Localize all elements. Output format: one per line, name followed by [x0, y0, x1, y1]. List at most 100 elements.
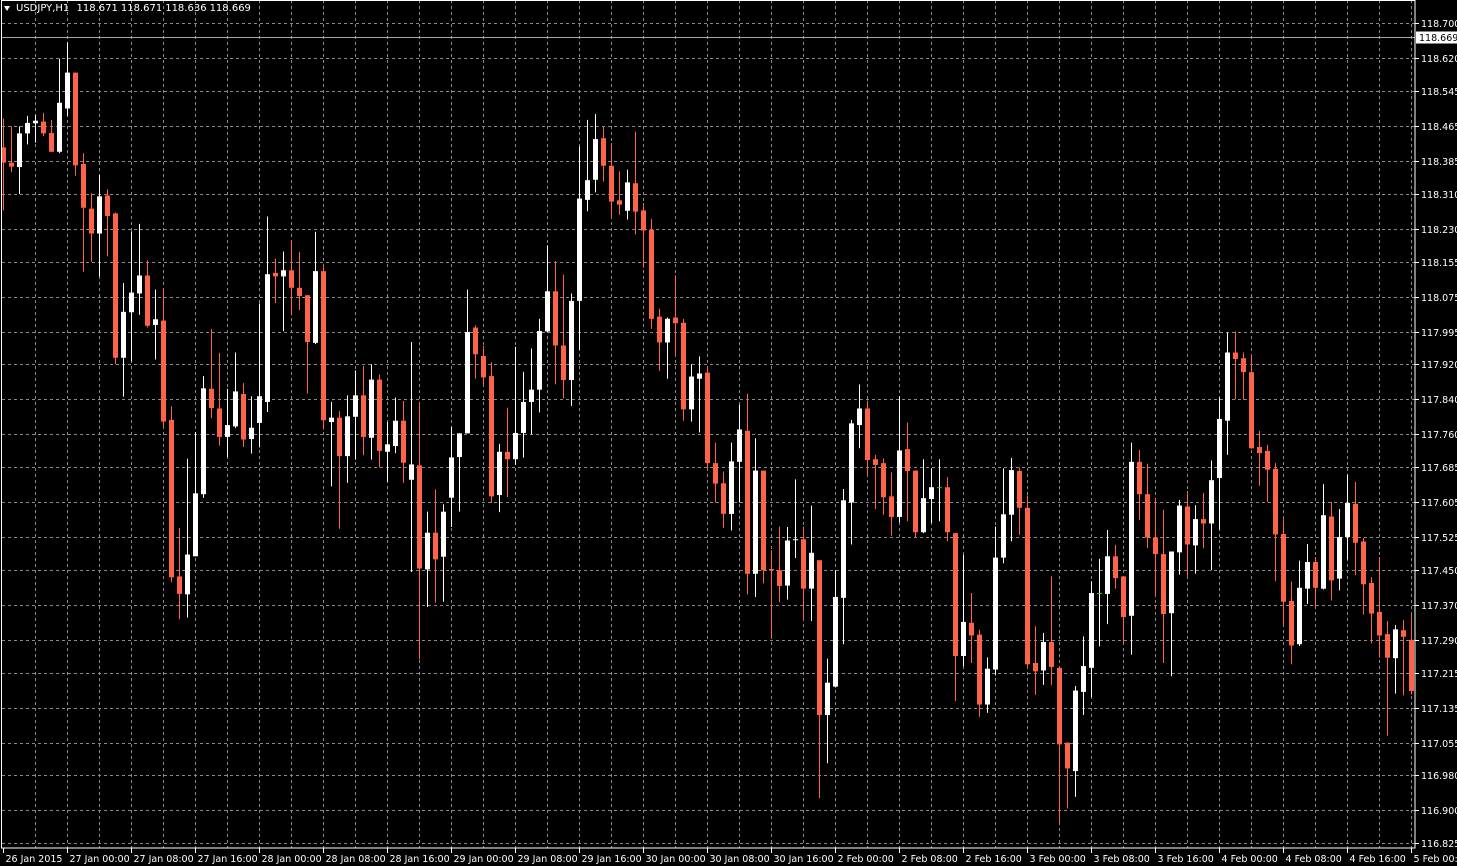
candle[interactable] — [321, 263, 326, 430]
candle[interactable] — [345, 395, 350, 483]
candle[interactable] — [905, 422, 910, 522]
candle[interactable] — [729, 442, 734, 531]
candle[interactable] — [713, 442, 718, 503]
candle[interactable] — [1233, 331, 1238, 400]
candle[interactable] — [681, 318, 686, 421]
candle[interactable] — [601, 125, 606, 182]
candle[interactable] — [73, 72, 78, 176]
candle[interactable] — [121, 282, 126, 397]
candle[interactable] — [969, 593, 974, 664]
candle[interactable] — [505, 407, 510, 498]
candle[interactable] — [9, 126, 14, 173]
candle[interactable] — [89, 193, 94, 262]
candle[interactable] — [1353, 481, 1358, 576]
candle[interactable] — [697, 356, 702, 433]
candle[interactable] — [761, 470, 766, 584]
candle[interactable] — [1169, 551, 1174, 677]
candle[interactable] — [241, 383, 246, 447]
candle[interactable] — [721, 471, 726, 528]
candle[interactable] — [65, 42, 70, 116]
candle[interactable] — [1177, 499, 1182, 575]
candle[interactable] — [1217, 397, 1222, 530]
candle[interactable] — [145, 260, 150, 328]
candle[interactable] — [1297, 560, 1302, 646]
candle[interactable] — [17, 126, 22, 195]
candle[interactable] — [1193, 505, 1198, 574]
candle[interactable] — [497, 443, 502, 513]
candle[interactable] — [1001, 468, 1006, 564]
candle[interactable] — [281, 251, 286, 332]
candle[interactable] — [769, 550, 774, 638]
candle[interactable] — [1017, 467, 1022, 535]
candle[interactable] — [1401, 620, 1406, 696]
candle[interactable] — [289, 240, 294, 316]
candle[interactable] — [401, 401, 406, 483]
candle[interactable] — [33, 115, 38, 143]
candle[interactable] — [705, 366, 710, 469]
candle[interactable] — [225, 388, 230, 458]
candle[interactable] — [49, 119, 54, 153]
candle[interactable] — [665, 317, 670, 379]
candle[interactable] — [921, 459, 926, 534]
candle[interactable] — [569, 293, 574, 406]
candle[interactable] — [57, 58, 62, 154]
candle[interactable] — [425, 511, 430, 608]
candle[interactable] — [1, 118, 6, 211]
candle[interactable] — [929, 468, 934, 524]
candle[interactable] — [489, 362, 494, 503]
candle[interactable] — [1385, 621, 1390, 736]
candle[interactable] — [273, 258, 278, 304]
candle[interactable] — [817, 560, 822, 799]
candle[interactable] — [1329, 502, 1334, 601]
candle[interactable] — [825, 658, 830, 764]
candle[interactable] — [1105, 530, 1110, 625]
candle[interactable] — [857, 384, 862, 449]
candle[interactable] — [1049, 576, 1054, 685]
candle[interactable] — [537, 318, 542, 413]
candle[interactable] — [1225, 332, 1230, 455]
candle[interactable] — [1209, 460, 1214, 571]
candle[interactable] — [961, 554, 966, 667]
candle[interactable] — [369, 364, 374, 460]
candle[interactable] — [737, 404, 742, 503]
triangle-down-icon[interactable] — [4, 6, 10, 11]
candle[interactable] — [673, 275, 678, 356]
candle[interactable] — [1361, 537, 1366, 615]
candle[interactable] — [849, 419, 854, 545]
candle[interactable] — [953, 533, 958, 702]
candle[interactable] — [553, 261, 558, 385]
candle[interactable] — [113, 212, 118, 365]
candle[interactable] — [385, 422, 390, 482]
candle[interactable] — [1249, 355, 1254, 449]
candle[interactable] — [1201, 492, 1206, 549]
candle[interactable] — [217, 352, 222, 446]
candle[interactable] — [1121, 576, 1126, 644]
candle[interactable] — [753, 438, 758, 597]
candle[interactable] — [97, 174, 102, 277]
candle[interactable] — [1185, 490, 1190, 578]
candle[interactable] — [1369, 577, 1374, 644]
candle[interactable] — [249, 396, 254, 454]
candle[interactable] — [633, 131, 638, 235]
candle[interactable] — [1113, 544, 1118, 589]
candle[interactable] — [1241, 352, 1246, 400]
candle[interactable] — [625, 169, 630, 220]
candle[interactable] — [577, 146, 582, 350]
candle[interactable] — [297, 251, 302, 311]
candle[interactable] — [161, 288, 166, 428]
candle[interactable] — [1097, 558, 1102, 647]
candle[interactable] — [1065, 742, 1070, 809]
candle[interactable] — [945, 477, 950, 542]
candle[interactable] — [201, 376, 206, 498]
candle[interactable] — [1321, 484, 1326, 590]
candle[interactable] — [169, 406, 174, 583]
candle[interactable] — [1089, 581, 1094, 698]
candle[interactable] — [481, 345, 486, 386]
candle[interactable] — [105, 189, 110, 257]
candle[interactable] — [1025, 495, 1030, 667]
candle[interactable] — [1081, 636, 1086, 716]
candle[interactable] — [1041, 632, 1046, 685]
candle[interactable] — [1273, 463, 1278, 582]
candle[interactable] — [465, 289, 470, 434]
